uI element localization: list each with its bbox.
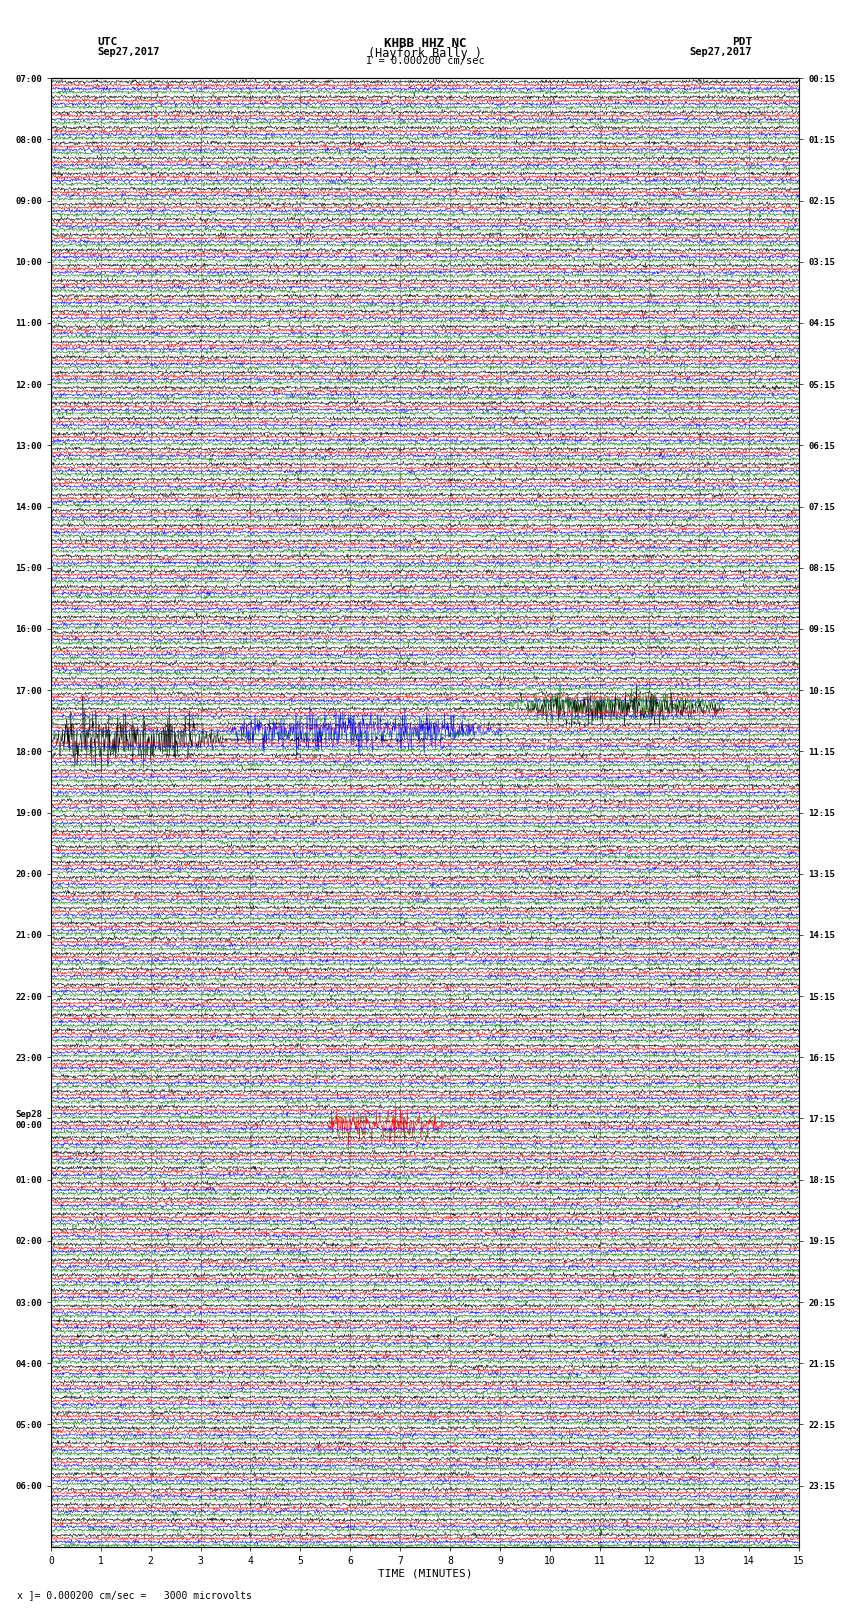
Text: PDT: PDT <box>732 37 752 47</box>
Text: I = 0.000200 cm/sec: I = 0.000200 cm/sec <box>366 56 484 66</box>
Text: Sep27,2017: Sep27,2017 <box>98 47 161 56</box>
Text: x ]= 0.000200 cm/sec =   3000 microvolts: x ]= 0.000200 cm/sec = 3000 microvolts <box>17 1590 252 1600</box>
Text: UTC: UTC <box>98 37 118 47</box>
Text: KHBB HHZ NC: KHBB HHZ NC <box>383 37 467 50</box>
X-axis label: TIME (MINUTES): TIME (MINUTES) <box>377 1569 473 1579</box>
Text: Sep27,2017: Sep27,2017 <box>689 47 752 56</box>
Text: (Hayfork Bally ): (Hayfork Bally ) <box>368 47 482 60</box>
